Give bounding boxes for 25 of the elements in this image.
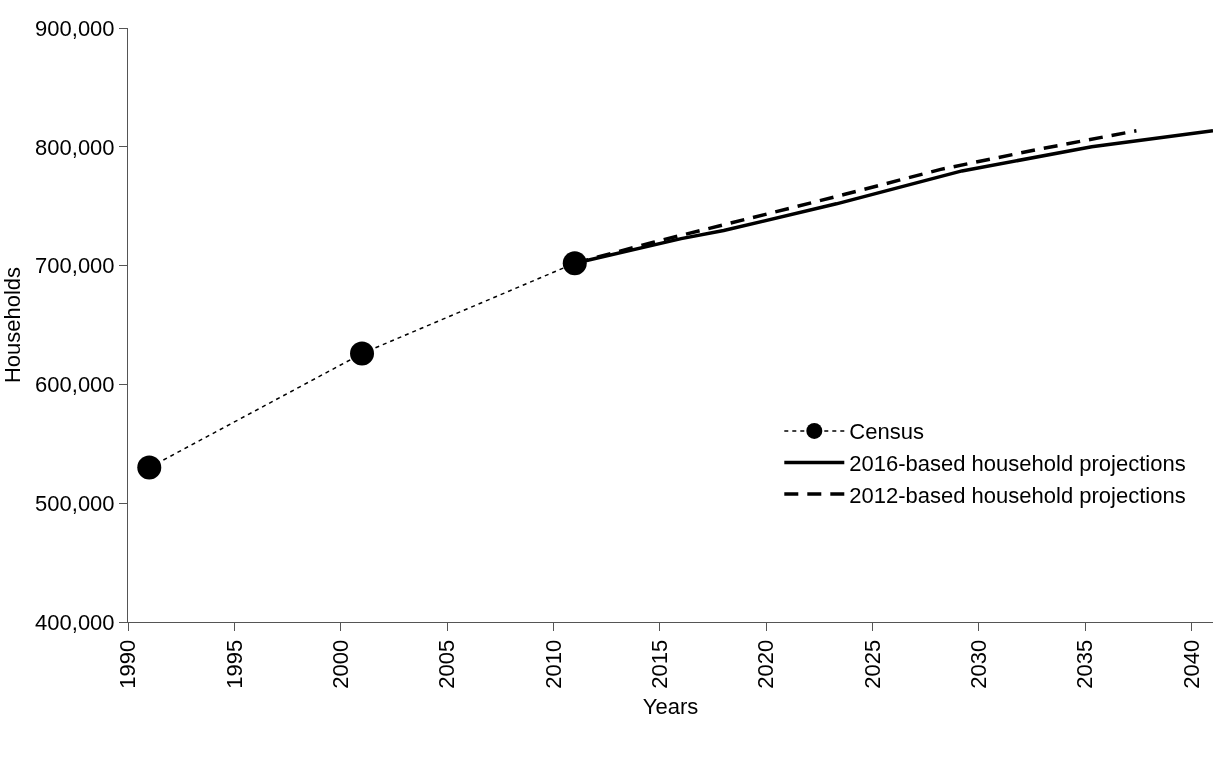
x-axis-title: Years [642,693,699,719]
y-tick-label: 500,000 [35,490,115,516]
legend-label: Census [849,419,924,445]
x-tick-label: 2000 [327,639,353,689]
x-tick-label: 2015 [647,639,673,689]
point [137,455,162,480]
point [350,341,375,366]
y-tick-label: 900,000 [35,15,115,41]
x-tick-label: 2035 [1072,639,1098,689]
point [562,251,587,276]
x-tick-label: 2030 [966,639,992,689]
y-tick-label: 700,000 [35,253,115,279]
legend-label: 2016-based household projections [849,451,1186,477]
x-tick-label: 1995 [221,639,247,689]
legend-label: 2012-based household projections [849,482,1186,508]
x-tick-label: 2020 [753,639,779,689]
x-tick-label: 2040 [1178,639,1204,689]
y-tick-label: 600,000 [35,372,115,398]
y-tick-label: 800,000 [35,134,115,160]
y-tick-label: 400,000 [35,609,115,635]
x-tick-label: 2025 [859,639,885,689]
x-tick-label: 2005 [434,639,460,689]
x-tick-label: 1990 [115,639,141,689]
x-tick-label: 2010 [540,639,566,689]
y-axis-title: Households [0,266,25,384]
